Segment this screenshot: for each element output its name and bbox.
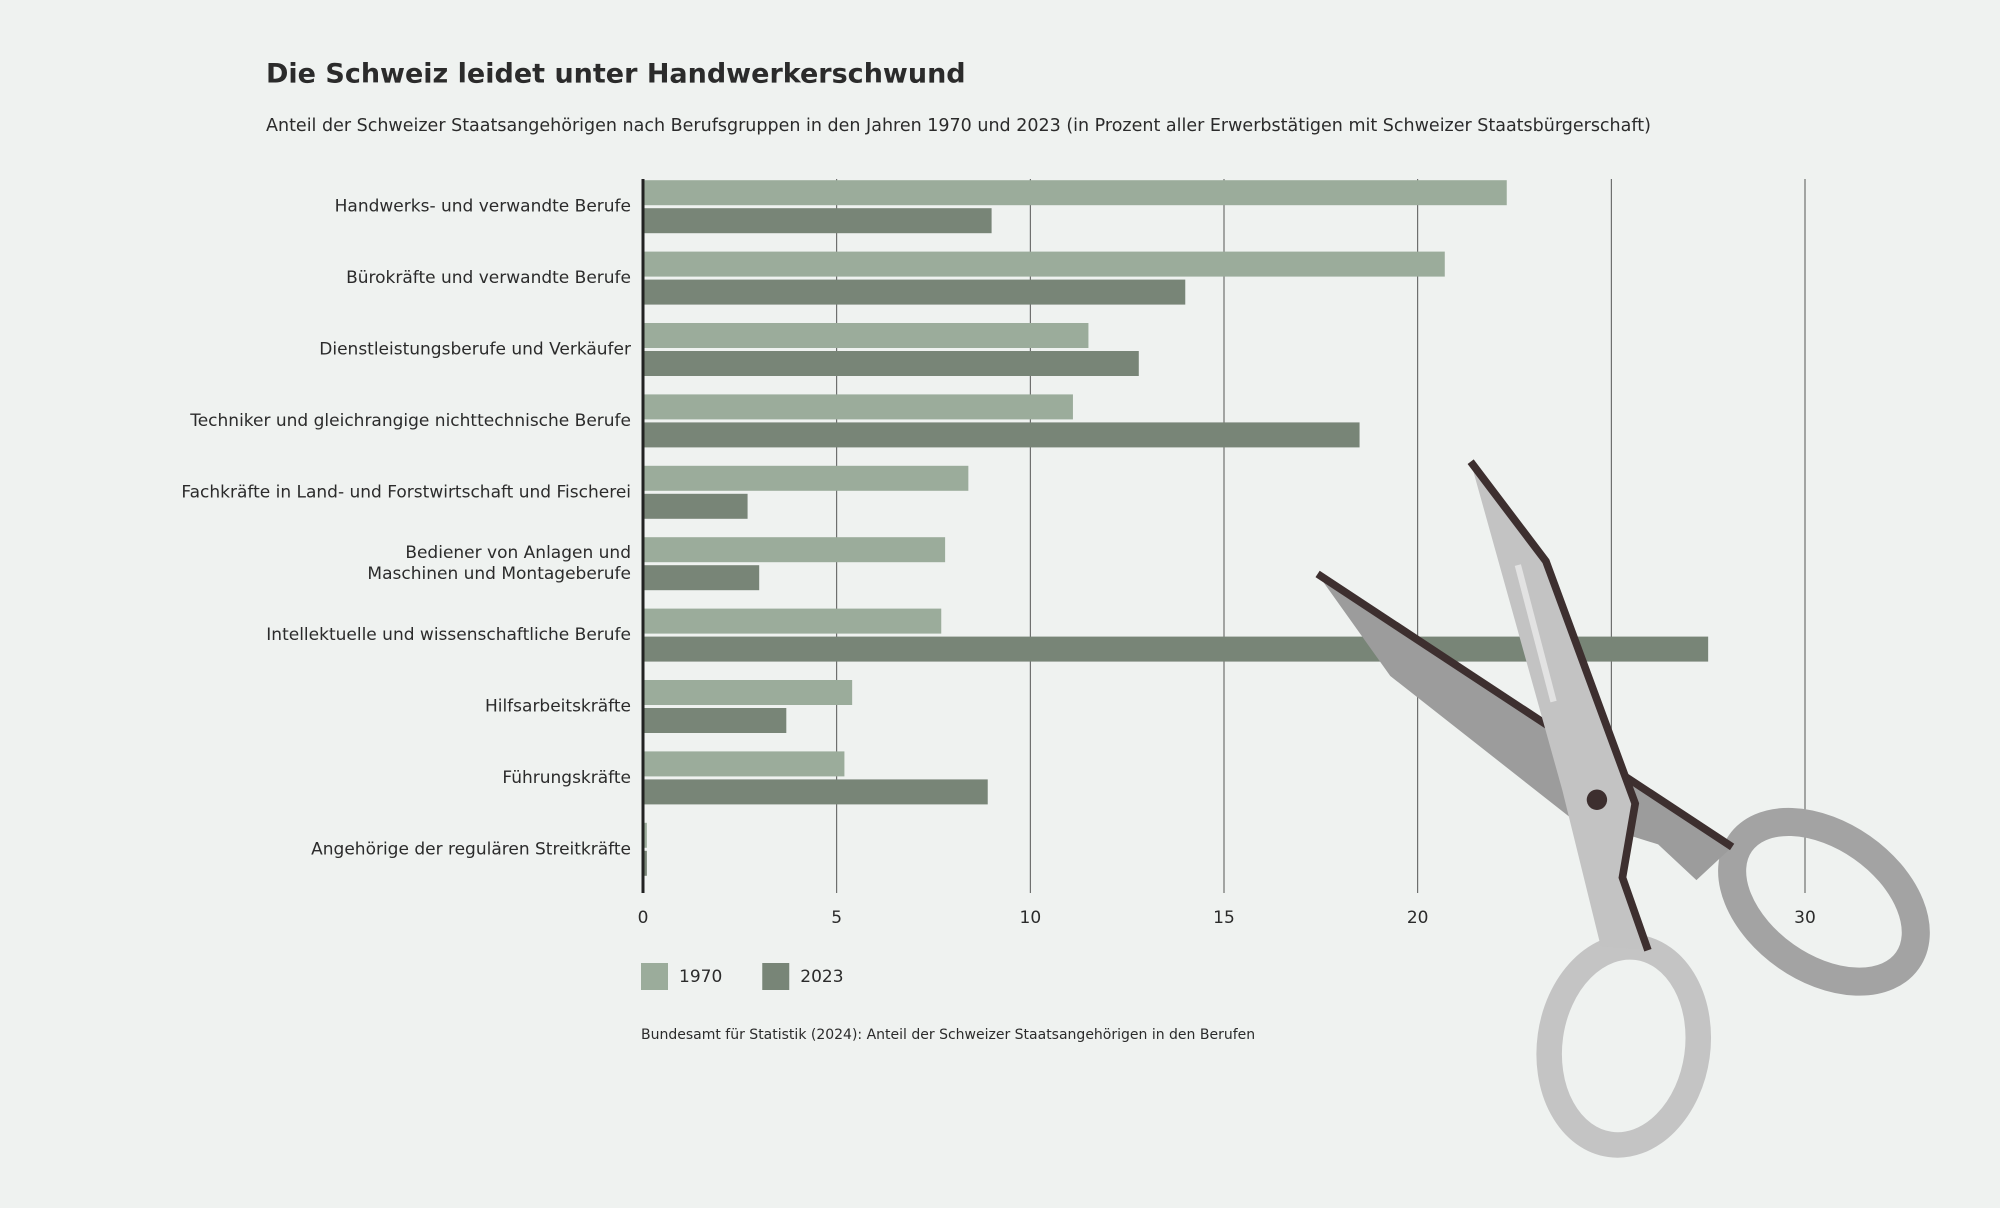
bar <box>643 493 748 519</box>
x-tick-label: 30 <box>1794 908 1816 928</box>
bar <box>643 279 1186 305</box>
bar <box>643 394 1073 420</box>
bar <box>643 608 942 634</box>
bar <box>643 351 1139 376</box>
bar <box>643 565 760 591</box>
y-tick-label: Hilfsarbeitskräfte <box>485 697 631 717</box>
chart-subtitle: Anteil der Schweizer Staatsangehörigen n… <box>266 116 1651 136</box>
bar <box>643 465 969 491</box>
x-tick-label: 15 <box>1213 908 1235 928</box>
bar <box>643 208 992 234</box>
bar <box>643 422 1360 448</box>
legend-label: 1970 <box>679 967 722 987</box>
y-tick-label: Bürokräfte und verwandte Berufe <box>346 268 631 288</box>
scissors-handle <box>1536 934 1712 1158</box>
bar <box>643 680 853 705</box>
bar <box>643 751 845 777</box>
y-tick-label: Führungskräfte <box>502 768 631 788</box>
x-tick-label: 5 <box>831 908 842 928</box>
bar <box>643 779 988 805</box>
bar <box>643 708 787 733</box>
bar <box>643 822 647 848</box>
bar <box>643 251 1445 277</box>
x-tick-label: 10 <box>1020 908 1042 928</box>
legend-label: 2023 <box>800 967 843 987</box>
x-tick-label: 0 <box>638 908 649 928</box>
chart-title: Die Schweiz leidet unter Handwerkerschwu… <box>266 59 966 90</box>
scissors-edge <box>1467 459 1652 952</box>
x-tick-label: 20 <box>1407 908 1429 928</box>
y-tick-label: Bediener von Anlagen und Maschinen und Mo… <box>367 543 631 584</box>
y-tick-label: Fachkräfte in Land- und Forstwirtschaft … <box>181 482 631 502</box>
y-tick-label: Angehörige der regulären Streitkräfte <box>311 839 631 859</box>
scissors-blade <box>1470 461 1648 951</box>
y-tick-label: Dienstleistungsberufe und Verkäufer <box>319 340 631 360</box>
scissors-shine <box>1514 564 1557 703</box>
y-tick-label: Handwerks- und verwandte Berufe <box>335 197 631 217</box>
scissors-handle <box>1718 807 1930 996</box>
bar <box>643 323 1089 348</box>
scissors-edge <box>1315 570 1735 851</box>
scissors-pivot <box>1586 789 1608 810</box>
legend-swatch <box>641 963 668 990</box>
y-tick-label: Techniker und gleichrangige nichttechnis… <box>189 411 631 431</box>
legend-swatch <box>762 963 790 990</box>
bar <box>643 180 1507 206</box>
y-tick-label: Intellektuelle und wissenschaftliche Ber… <box>266 625 631 645</box>
source: Bundesamt für Statistik (2024): Anteil d… <box>641 1027 1255 1043</box>
bar <box>643 850 647 876</box>
bar <box>643 537 946 563</box>
